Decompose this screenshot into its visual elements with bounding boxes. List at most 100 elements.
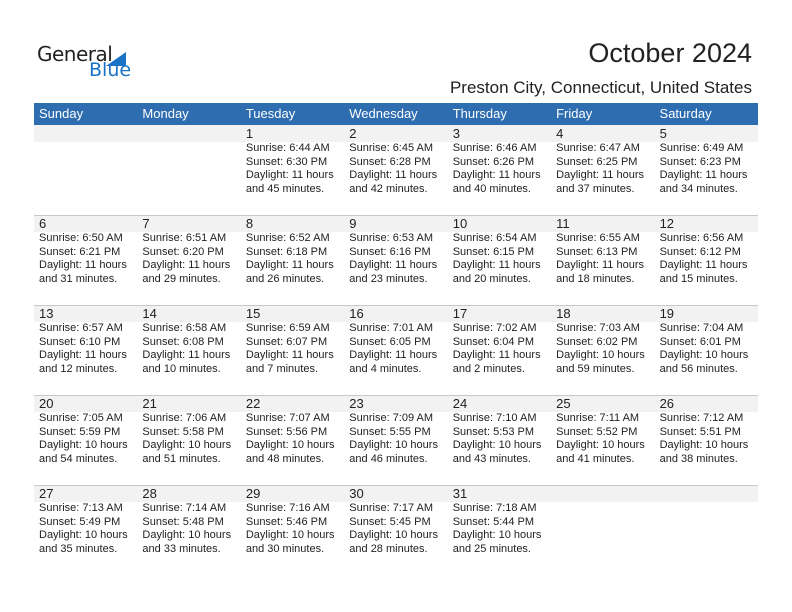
sunset-text: Sunset: 5:59 PM	[39, 425, 121, 438]
logo-text-blue: Blue	[89, 59, 132, 81]
sunset-text: Sunset: 6:23 PM	[659, 155, 741, 168]
daylight-text: Daylight: 10 hours	[349, 439, 438, 452]
day-number: 18	[556, 306, 571, 321]
sunset-text: Sunset: 6:26 PM	[452, 155, 535, 168]
week-row: 27 Sunrise: 7:13 AM Sunset: 5:49 PM Dayligh…	[34, 485, 758, 575]
day-number: 9	[349, 216, 357, 231]
day-number: 27	[39, 486, 54, 501]
sunset-text: Sunset: 6:05 PM	[349, 335, 431, 348]
daylight-minutes-text: and 48 minutes.	[245, 452, 325, 465]
logo-text-general: General	[37, 42, 113, 66]
weekday-thursday: Thursday	[452, 106, 507, 121]
day-number: 13	[39, 306, 54, 321]
day-cell: 11 Sunrise: 6:55 AM Sunset: 6:13 PM Dayligh…	[551, 215, 654, 305]
daylight-text: Daylight: 11 hours	[245, 259, 334, 272]
daylight-minutes-text: and 30 minutes.	[245, 542, 325, 555]
sunset-text: Sunset: 6:21 PM	[39, 245, 121, 258]
daylight-minutes-text: and 2 minutes.	[452, 362, 525, 375]
day-cell: 2 Sunrise: 6:45 AM Sunset: 6:28 PM Daylight…	[344, 125, 447, 215]
daylight-text: Daylight: 10 hours	[659, 349, 749, 362]
sunrise-text: Sunrise: 7:09 AM	[349, 412, 434, 424]
sunrise-text: Sunrise: 6:51 AM	[142, 232, 227, 244]
day-number: 19	[659, 306, 675, 321]
sunrise-text: Sunrise: 6:55 AM	[556, 232, 640, 244]
day-cell: 3 Sunrise: 6:46 AM Sunset: 6:26 PM Daylight…	[448, 125, 551, 215]
sunrise-text: Sunrise: 6:58 AM	[142, 322, 227, 334]
weekday-tuesday: Tuesday	[245, 106, 296, 121]
day-number: 29	[245, 486, 261, 501]
day-cell: 1 Sunrise: 6:44 AM Sunset: 6:30 PM Daylight…	[241, 125, 344, 215]
date-row-background	[34, 395, 758, 412]
sunrise-text: Sunrise: 6:49 AM	[659, 142, 744, 154]
day-number: 20	[39, 396, 54, 411]
sunrise-text: Sunrise: 7:12 AM	[659, 412, 744, 424]
date-row-background	[34, 125, 758, 142]
date-row-background	[34, 215, 758, 232]
date-row-background	[34, 485, 758, 502]
day-number: 2	[349, 126, 357, 141]
daylight-text: Daylight: 10 hours	[245, 439, 335, 452]
sunset-text: Sunset: 6:02 PM	[556, 335, 638, 348]
daylight-text: Daylight: 11 hours	[142, 259, 231, 272]
day-cell: 25 Sunrise: 7:11 AM Sunset: 5:52 PM Dayligh…	[551, 395, 654, 485]
daylight-text: Daylight: 11 hours	[245, 349, 334, 362]
daylight-text: Daylight: 11 hours	[39, 349, 127, 362]
day-number: 6	[39, 216, 47, 231]
day-cell: 21 Sunrise: 7:06 AM Sunset: 5:58 PM Dayligh…	[137, 395, 240, 485]
sunset-text: Sunset: 6:07 PM	[245, 335, 328, 348]
day-number: 4	[556, 126, 564, 141]
day-cell: 22 Sunrise: 7:07 AM Sunset: 5:56 PM Dayligh…	[241, 395, 344, 485]
day-number: 1	[245, 126, 254, 141]
daylight-text: Daylight: 10 hours	[349, 529, 438, 542]
daylight-minutes-text: and 26 minutes.	[245, 272, 325, 285]
day-number: 21	[142, 396, 157, 411]
sunrise-text: Sunrise: 7:04 AM	[659, 322, 744, 334]
daylight-text: Daylight: 10 hours	[452, 439, 542, 452]
daylight-text: Daylight: 11 hours	[452, 169, 541, 182]
daylight-minutes-text: and 38 minutes.	[659, 452, 738, 465]
day-number: 26	[659, 396, 675, 411]
day-number: 14	[142, 306, 157, 321]
sunset-text: Sunset: 5:49 PM	[39, 515, 121, 528]
daylight-text: Daylight: 10 hours	[142, 439, 232, 452]
day-cell: 10 Sunrise: 6:54 AM Sunset: 6:15 PM Dayligh…	[448, 215, 551, 305]
daylight-text: Daylight: 11 hours	[659, 259, 748, 272]
daylight-text: Daylight: 11 hours	[39, 259, 127, 272]
sunset-text: Sunset: 5:56 PM	[245, 425, 328, 438]
sunset-text: Sunset: 5:52 PM	[556, 425, 638, 438]
daylight-text: Daylight: 11 hours	[452, 349, 541, 362]
sunset-text: Sunset: 6:30 PM	[245, 155, 328, 168]
day-number: 31	[452, 486, 468, 501]
day-cell: 8 Sunrise: 6:52 AM Sunset: 6:18 PM Daylight…	[241, 215, 344, 305]
sunrise-text: Sunrise: 7:05 AM	[39, 412, 123, 424]
day-cell: 17 Sunrise: 7:02 AM Sunset: 6:04 PM Dayligh…	[448, 305, 551, 395]
daylight-minutes-text: and 28 minutes.	[349, 542, 428, 555]
day-cell: 28 Sunrise: 7:14 AM Sunset: 5:48 PM Dayligh…	[137, 485, 240, 575]
day-number: 11	[556, 216, 570, 231]
daylight-minutes-text: and 20 minutes.	[452, 272, 531, 285]
sunrise-text: Sunrise: 6:45 AM	[349, 142, 434, 154]
week-row: 1 Sunrise: 6:44 AM Sunset: 6:30 PM Daylight…	[34, 125, 758, 215]
sunrise-text: Sunrise: 6:57 AM	[39, 322, 123, 334]
daylight-minutes-text: and 37 minutes.	[556, 182, 635, 195]
weekday-saturday: Saturday	[659, 106, 712, 121]
sunrise-text: Sunrise: 7:14 AM	[142, 502, 227, 514]
sunset-text: Sunset: 5:55 PM	[349, 425, 431, 438]
day-cell: 12 Sunrise: 6:56 AM Sunset: 6:12 PM Dayligh…	[655, 215, 758, 305]
sunset-text: Sunset: 5:46 PM	[245, 515, 328, 528]
day-number: 7	[142, 216, 150, 231]
sunset-text: Sunset: 6:25 PM	[556, 155, 638, 168]
day-number: 28	[142, 486, 157, 501]
sunset-text: Sunset: 6:13 PM	[556, 245, 638, 258]
day-cell: 5 Sunrise: 6:49 AM Sunset: 6:23 PM Daylight…	[655, 125, 758, 215]
sunrise-text: Sunrise: 7:13 AM	[39, 502, 123, 514]
daylight-text: Daylight: 11 hours	[142, 349, 231, 362]
day-cell: 31 Sunrise: 7:18 AM Sunset: 5:44 PM Dayligh…	[448, 485, 551, 575]
daylight-minutes-text: and 35 minutes.	[39, 542, 118, 555]
sunrise-text: Sunrise: 6:44 AM	[245, 142, 330, 154]
day-cell: 18 Sunrise: 7:03 AM Sunset: 6:02 PM Dayligh…	[551, 305, 654, 395]
sunrise-text: Sunrise: 7:17 AM	[349, 502, 434, 514]
daylight-minutes-text: and 40 minutes.	[452, 182, 531, 195]
weekday-header: Sunday Monday Tuesday Wednesday Thursday Frid…	[34, 103, 758, 125]
daylight-text: Daylight: 11 hours	[659, 169, 748, 182]
